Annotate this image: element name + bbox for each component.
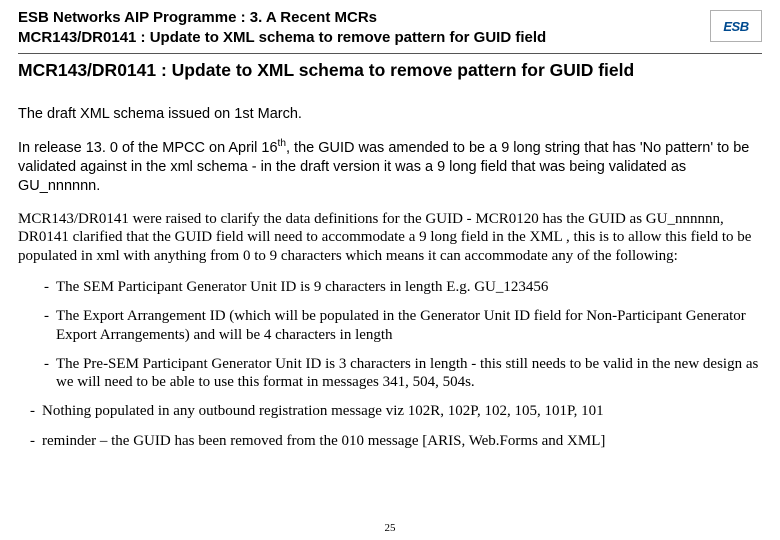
page-number: 25 <box>385 522 396 534</box>
bullet-list: The SEM Participant Generator Unit ID is… <box>18 278 762 450</box>
paragraph-3: MCR143/DR0141 were raised to clarify the… <box>18 210 762 266</box>
bullet-item: The Pre-SEM Participant Generator Unit I… <box>44 355 762 392</box>
slide-title: MCR143/DR0141 : Update to XML schema to … <box>18 60 762 81</box>
bullet-item: Nothing populated in any outbound regist… <box>30 402 762 420</box>
esb-logo: ESB <box>710 10 762 42</box>
header-line-1: ESB Networks AIP Programme : 3. A Recent… <box>18 8 762 28</box>
paragraph-2a: In release 13. 0 of the MPCC on April 16 <box>18 140 278 156</box>
bullet-item: The SEM Participant Generator Unit ID is… <box>44 278 762 296</box>
bullet-item: The Export Arrangement ID (which will be… <box>44 307 762 344</box>
paragraph-2: In release 13. 0 of the MPCC on April 16… <box>18 137 762 195</box>
bullet-item: reminder – the GUID has been removed fro… <box>30 432 762 450</box>
header-line-2: MCR143/DR0141 : Update to XML schema to … <box>18 28 762 48</box>
paragraph-2-sup: th <box>278 138 286 149</box>
esb-logo-text: ESB <box>723 19 748 34</box>
slide-header: ESB Networks AIP Programme : 3. A Recent… <box>18 8 762 49</box>
paragraph-1: The draft XML schema issued on 1st March… <box>18 105 762 124</box>
header-divider <box>18 53 762 54</box>
